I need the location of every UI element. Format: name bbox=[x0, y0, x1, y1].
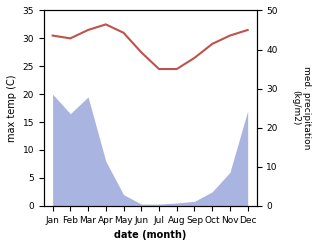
X-axis label: date (month): date (month) bbox=[114, 230, 186, 240]
Y-axis label: med. precipitation
(kg/m2): med. precipitation (kg/m2) bbox=[292, 66, 311, 150]
Y-axis label: max temp (C): max temp (C) bbox=[7, 74, 17, 142]
